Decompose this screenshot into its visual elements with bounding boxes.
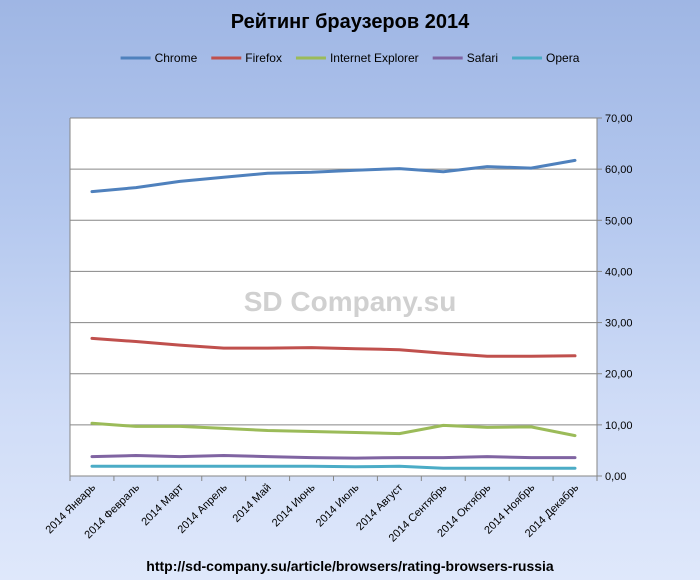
- series-line-firefox: [90, 336, 577, 358]
- y-tick-label: 60,00: [605, 164, 633, 176]
- series-line-internet-explorer: [90, 421, 577, 438]
- legend-item-internet-explorer: Internet Explorer: [295, 51, 419, 65]
- y-tick-label: 70,00: [605, 113, 633, 125]
- x-tick-label: 2014 Март: [139, 482, 186, 529]
- legend-item-firefox: Firefox: [211, 51, 282, 65]
- plot-area: [70, 118, 597, 476]
- legend-label: Internet Explorer: [330, 51, 419, 65]
- series-layer: [90, 158, 577, 470]
- legend-item-safari: Safari: [432, 51, 498, 65]
- x-tick-label: 2014 Июнь: [270, 481, 318, 529]
- x-tick-label: 2014 Май: [231, 482, 274, 525]
- legend-label: Firefox: [245, 51, 282, 65]
- series-line-chrome: [90, 158, 577, 194]
- legend-item-chrome: Chrome: [120, 51, 198, 65]
- legend-label: Safari: [467, 51, 498, 65]
- y-tick-label: 30,00: [605, 318, 633, 330]
- series-line-safari: [90, 454, 577, 460]
- y-tick-label: 10,00: [605, 420, 633, 432]
- x-tick-label: 2014 Июль: [314, 481, 362, 529]
- y-tick-label: 0,00: [605, 471, 626, 483]
- chart-title: Рейтинг браузеров 2014: [231, 11, 470, 33]
- series-line-opera: [90, 464, 577, 470]
- y-tick-label: 40,00: [605, 266, 633, 278]
- y-axis: 0,00 10,00 20,00 30,00 40,00 50,00 60,00 70,00: [597, 113, 633, 483]
- legend: Chrome Firefox Internet Explorer Safari Oper…: [120, 51, 580, 65]
- legend-item-opera: Opera: [512, 51, 580, 65]
- y-tick-label: 20,00: [605, 369, 633, 381]
- legend-label: Chrome: [155, 51, 198, 65]
- y-tick-label: 50,00: [605, 215, 633, 227]
- source-url: http://sd-company.su/article/browsers/ra…: [146, 558, 554, 574]
- legend-label: Opera: [546, 51, 580, 65]
- watermark-text: SD Company.su: [244, 286, 457, 317]
- grid-lines: [69, 117, 598, 477]
